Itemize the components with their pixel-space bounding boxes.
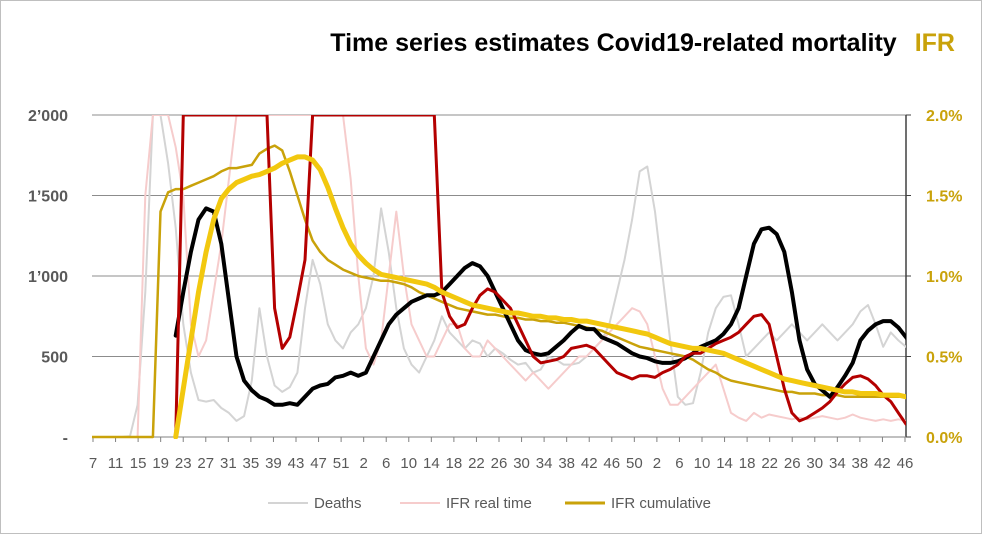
- right-axis-labels: 0.0% 0.5% 1.0% 1.5% 2.0%: [905, 108, 962, 447]
- series-ifr-cumulative: [92, 144, 906, 439]
- y-left-tick-label: 1’000: [28, 269, 68, 286]
- x-tick-label: 2: [653, 455, 661, 472]
- legend: Deaths IFR real time IFR cumulative: [268, 495, 711, 512]
- x-tick-label: 23: [175, 455, 192, 472]
- x-tick-label: 31: [220, 455, 237, 472]
- x-tick-label: 26: [491, 455, 508, 472]
- y-right-tick-label: 1.5%: [926, 189, 962, 206]
- left-axis-labels: - 500 1’000 1’500 2’000: [28, 108, 68, 447]
- x-tick-label: 46: [897, 455, 914, 472]
- chart-title-ifr: IFR: [914, 29, 955, 57]
- x-tick-label: 34: [829, 455, 846, 472]
- x-tick-label: 10: [694, 455, 711, 472]
- x-tick-label: 34: [536, 455, 553, 472]
- x-tick-label: 50: [626, 455, 643, 472]
- x-tick-label: 14: [423, 455, 440, 472]
- chart-title-text: Time series estimates Covid19-related mo…: [330, 29, 897, 57]
- x-tick-label: 35: [243, 455, 260, 472]
- series-deaths-smoothed: [173, 206, 906, 407]
- x-tick-label: 6: [382, 455, 390, 472]
- x-tick-label: 6: [675, 455, 683, 472]
- legend-label: Deaths: [314, 495, 362, 512]
- x-tick-label: 26: [784, 455, 801, 472]
- x-tick-label: 42: [874, 455, 891, 472]
- x-tick-label: 11: [108, 455, 124, 472]
- x-tick-label: 2: [359, 455, 367, 472]
- x-tick-label: 15: [130, 455, 147, 472]
- chart-title: Time series estimates Covid19-related mo…: [330, 29, 955, 58]
- y-left-tick-label: 1’500: [28, 189, 68, 206]
- x-tick-label: 39: [265, 455, 282, 472]
- x-tick-label: 47: [310, 455, 327, 472]
- x-tick-label: 38: [852, 455, 869, 472]
- x-tick-label: 10: [400, 455, 417, 472]
- legend-label: IFR cumulative: [611, 495, 711, 512]
- x-tick-label: 46: [603, 455, 620, 472]
- series-lines: [92, 115, 906, 439]
- x-tick-label: 42: [581, 455, 598, 472]
- x-tick-label: 38: [558, 455, 575, 472]
- series-deaths: [92, 115, 906, 438]
- x-tick-label: 7: [89, 455, 97, 472]
- x-tick-label: 22: [761, 455, 778, 472]
- x-tick-label: 30: [806, 455, 823, 472]
- x-tick-label: 18: [739, 455, 756, 472]
- x-tick-label: 27: [197, 455, 214, 472]
- y-left-tick-label: 500: [41, 350, 68, 367]
- series-ifr-cumulative-smoothed: [173, 154, 906, 439]
- y-right-tick-label: 0.0%: [926, 430, 962, 447]
- x-tick-label: 19: [152, 455, 169, 472]
- y-right-tick-label: 0.5%: [926, 350, 962, 367]
- x-axis: 7 11 15 19 23 27 31 35 39 43 47 51 2 6 10 14 18 22 26 30 34 3…: [89, 436, 914, 472]
- x-tick-label: 14: [716, 455, 733, 472]
- y-left-tick-label: 2’000: [28, 108, 68, 125]
- series-ifr-real-time-smoothed: [174, 115, 906, 439]
- x-tick-label: 30: [513, 455, 530, 472]
- x-tick-label: 51: [333, 455, 350, 472]
- legend-label: IFR real time: [446, 495, 532, 512]
- x-tick-label: 18: [446, 455, 463, 472]
- y-right-tick-label: 2.0%: [926, 108, 962, 125]
- y-left-tick-label: -: [63, 430, 68, 447]
- x-tick-label: 43: [288, 455, 305, 472]
- gridlines: [92, 114, 906, 357]
- x-tick-label: 22: [468, 455, 485, 472]
- y-right-tick-label: 1.0%: [926, 269, 962, 286]
